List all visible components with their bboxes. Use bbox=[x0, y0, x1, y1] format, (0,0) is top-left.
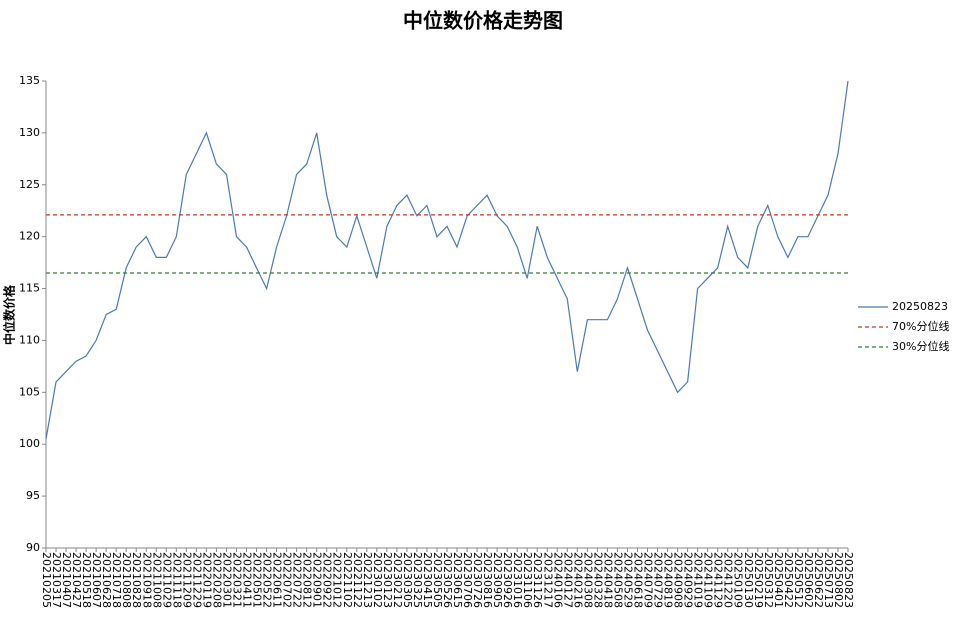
x-tick-label: 20250512 bbox=[792, 552, 805, 608]
x-tick-label: 20220722 bbox=[291, 552, 304, 608]
x-tick-label: 20230123 bbox=[381, 552, 394, 608]
x-tick-label: 20250130 bbox=[742, 552, 755, 608]
legend-label: 30%分位线 bbox=[892, 339, 949, 353]
x-tick-label: 20240618 bbox=[631, 552, 644, 608]
x-tick-label: 20230926 bbox=[501, 552, 514, 608]
x-tick-label: 20230415 bbox=[421, 552, 434, 608]
x-tick-label: 20230325 bbox=[411, 552, 424, 608]
x-tick-label: 20240819 bbox=[662, 552, 675, 608]
x-tick-label: 20250109 bbox=[732, 552, 745, 608]
x-tick-label: 20211209 bbox=[180, 552, 193, 608]
y-tick-label: 90 bbox=[26, 541, 40, 554]
x-tick-label: 20220922 bbox=[321, 552, 334, 608]
x-tick-label: 20210518 bbox=[80, 552, 93, 608]
x-tick-label: 20210718 bbox=[110, 552, 123, 608]
x-tick-label: 20210918 bbox=[140, 552, 153, 608]
x-tick-label: 20230505 bbox=[431, 552, 444, 608]
x-tick-label: 20230526 bbox=[441, 552, 454, 608]
x-tick-label: 20231217 bbox=[541, 552, 554, 608]
x-tick-label: 20220901 bbox=[311, 552, 324, 608]
x-tick-label: 20211008 bbox=[150, 552, 163, 608]
x-tick-label: 20210808 bbox=[120, 552, 133, 608]
x-tick-label: 20211029 bbox=[160, 552, 173, 608]
x-tick-label: 20250823 bbox=[842, 552, 855, 608]
x-tick-label: 20220522 bbox=[261, 552, 274, 608]
x-tick-label: 20240709 bbox=[642, 552, 655, 608]
x-tick-label: 20240127 bbox=[561, 552, 574, 608]
x-tick-label: 20240529 bbox=[621, 552, 634, 608]
chart-title: 中位数价格走势图 bbox=[403, 9, 563, 33]
x-tick-label: 20230905 bbox=[491, 552, 504, 608]
legend-label: 20250823 bbox=[892, 300, 948, 313]
x-tick-label: 20240729 bbox=[652, 552, 665, 608]
x-tick-label: 20221213 bbox=[361, 552, 374, 608]
x-tick-label: 20230305 bbox=[401, 552, 414, 608]
x-tick-label: 20230726 bbox=[471, 552, 484, 608]
x-tick-label: 20211229 bbox=[190, 552, 203, 608]
x-tick-label: 20210607 bbox=[90, 552, 103, 608]
x-tick-label: 20230102 bbox=[371, 552, 384, 608]
x-tick-label: 20220812 bbox=[301, 552, 314, 608]
x-tick-label: 20231106 bbox=[521, 552, 534, 608]
x-tick-label: 20220208 bbox=[210, 552, 223, 608]
x-tick-label: 20211118 bbox=[170, 552, 183, 608]
x-tick-label: 20220611 bbox=[271, 552, 284, 608]
x-tick-label: 20221102 bbox=[341, 552, 354, 608]
x-tick-label: 20240106 bbox=[551, 552, 564, 608]
data-line bbox=[45, 80, 849, 440]
x-tick-label: 20210205 bbox=[40, 552, 53, 608]
x-tick-label: 20220702 bbox=[281, 552, 294, 608]
x-tick-label: 20240328 bbox=[591, 552, 604, 608]
x-tick-label: 20220501 bbox=[251, 552, 264, 608]
y-tick-label: 130 bbox=[19, 126, 40, 139]
x-tick-label: 20210628 bbox=[100, 552, 113, 608]
x-tick-label: 20220321 bbox=[230, 552, 243, 608]
x-tick-label: 20210427 bbox=[70, 552, 83, 608]
x-tick-label: 20230706 bbox=[461, 552, 474, 608]
x-tick-label: 20250713 bbox=[822, 552, 835, 608]
y-tick-label: 95 bbox=[26, 489, 40, 502]
x-tick-label: 20250401 bbox=[772, 552, 785, 608]
x-tick-label: 20220119 bbox=[200, 552, 213, 608]
x-tick-label: 20240508 bbox=[611, 552, 624, 608]
x-tick-label: 20240929 bbox=[682, 552, 695, 608]
x-tick-label: 20210317 bbox=[50, 552, 63, 608]
y-tick-label: 105 bbox=[19, 385, 40, 398]
legend-label: 70%分位线 bbox=[892, 319, 949, 333]
x-tick-label: 20250602 bbox=[802, 552, 815, 608]
x-tick-label: 20230212 bbox=[391, 552, 404, 608]
y-tick-label: 120 bbox=[19, 230, 40, 243]
x-tick-label: 20230816 bbox=[481, 552, 494, 608]
x-tick-label: 20240908 bbox=[672, 552, 685, 608]
x-tick-label: 20221122 bbox=[351, 552, 364, 608]
x-tick-label: 20220301 bbox=[220, 552, 233, 608]
x-tick-label: 20230615 bbox=[451, 552, 464, 608]
y-tick-label: 100 bbox=[19, 437, 40, 450]
x-tick-label: 20210407 bbox=[60, 552, 73, 608]
y-tick-label: 110 bbox=[19, 333, 40, 346]
x-tick-label: 20231016 bbox=[511, 552, 524, 608]
x-tick-label: 20250422 bbox=[782, 552, 795, 608]
x-tick-label: 20250802 bbox=[832, 552, 845, 608]
x-tick-label: 20220411 bbox=[241, 552, 254, 608]
x-tick-label: 20250312 bbox=[762, 552, 775, 608]
x-tick-label: 20240308 bbox=[581, 552, 594, 608]
x-tick-label: 20210828 bbox=[130, 552, 143, 608]
y-tick-label: 135 bbox=[19, 74, 40, 87]
y-tick-label: 125 bbox=[19, 178, 40, 191]
x-tick-label: 20250622 bbox=[812, 552, 825, 608]
x-tick-label: 20241019 bbox=[692, 552, 705, 608]
x-tick-label: 20241220 bbox=[722, 552, 735, 608]
x-tick-label: 20241109 bbox=[702, 552, 715, 608]
y-axis-label: 中位数价格 bbox=[2, 284, 17, 345]
x-tick-label: 20221012 bbox=[331, 552, 344, 608]
x-tick-label: 20250219 bbox=[752, 552, 765, 608]
x-tick-label: 20240216 bbox=[571, 552, 584, 608]
x-tick-label: 20241129 bbox=[712, 552, 725, 608]
x-tick-label: 20240418 bbox=[601, 552, 614, 608]
x-tick-label: 20231126 bbox=[531, 552, 544, 608]
y-tick-label: 115 bbox=[19, 282, 40, 295]
